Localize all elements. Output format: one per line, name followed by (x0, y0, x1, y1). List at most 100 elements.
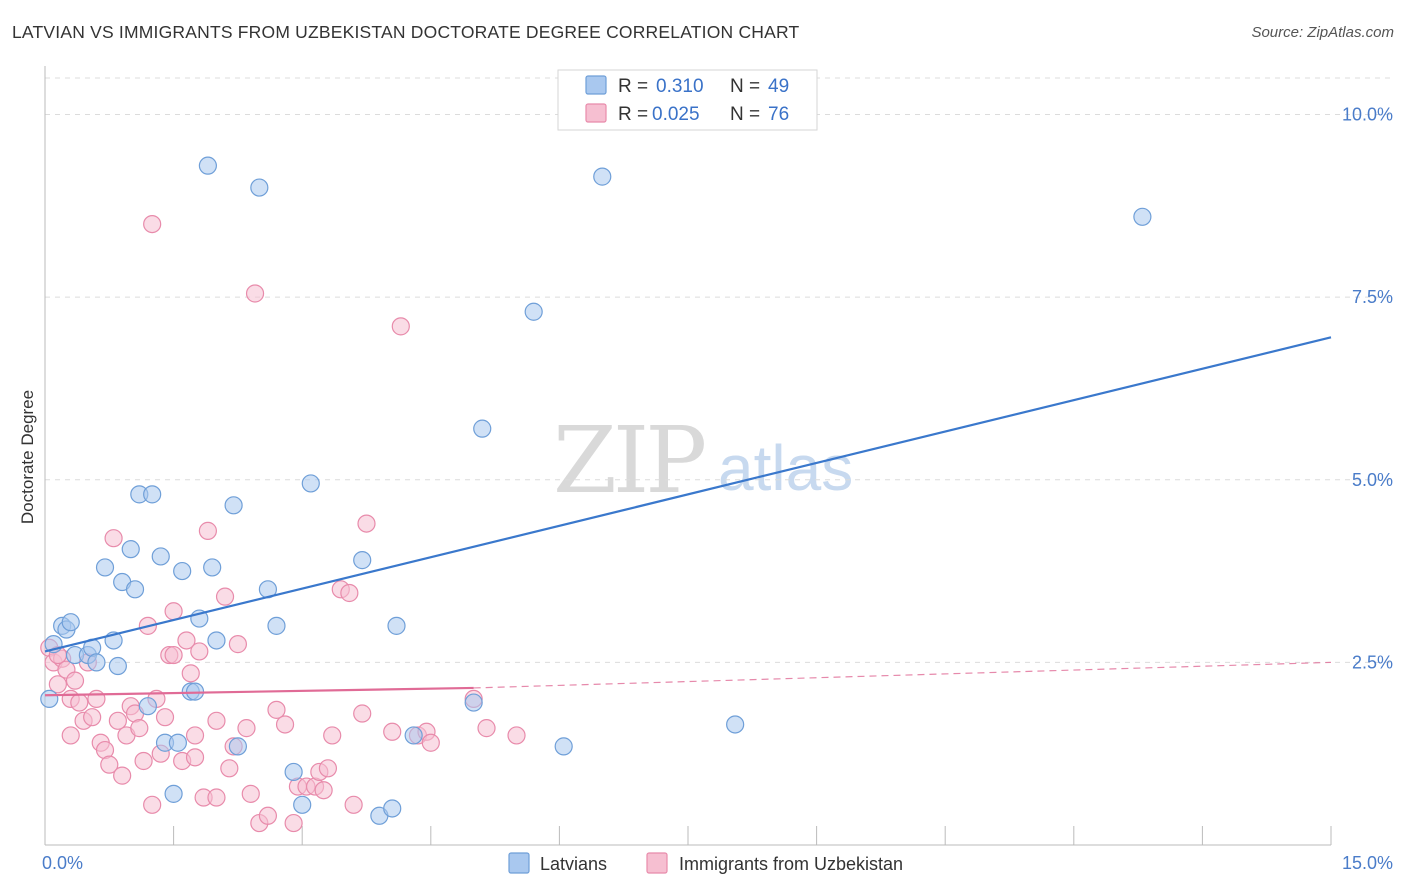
uzbekistan-point (198, 521, 217, 540)
latvian-point (524, 302, 543, 321)
uzbekistan-point (164, 602, 183, 621)
uzbekistan-trend-line (44, 686, 474, 697)
latvian-point (108, 656, 127, 676)
source-credit: Source: ZipAtlas.com (1251, 24, 1394, 41)
latvian-point (593, 167, 612, 186)
uzbekistan-point (143, 795, 162, 814)
series-legend-swatch-uzbekistan (646, 852, 668, 874)
uzbekistan-point (477, 719, 496, 738)
uzbekistan-point (177, 631, 196, 650)
uzbekistan-point (267, 700, 286, 719)
uzbekistan-point (275, 715, 295, 734)
latvian-point (203, 558, 222, 577)
uzbekistan-point (207, 711, 226, 730)
uzbekistan-point (344, 795, 363, 814)
uzbekistan-point (113, 766, 132, 785)
latvian-point (554, 737, 573, 756)
latvian-point (173, 561, 192, 581)
latvian-point (228, 737, 247, 756)
uzbekistan-point (507, 726, 526, 745)
series-legend-swatch-latvians (508, 852, 530, 874)
gridlines (45, 77, 1392, 663)
latvian-point (198, 156, 217, 175)
series-legend-latvians: Latvians (540, 854, 607, 874)
uzbekistan-point (185, 748, 205, 767)
uzbekistan-point (314, 781, 333, 800)
uzbekistan-point (357, 514, 376, 533)
watermark-atlas: atlas (718, 432, 853, 504)
series-legend-uzbekistan: Immigrants from Uzbekistan (679, 854, 903, 874)
uzbekistan-point (108, 711, 127, 730)
axes (44, 66, 1332, 846)
latvian-point (207, 631, 226, 650)
legend-n-label-2: N = (730, 104, 760, 125)
x-tick-label-min: 0.0% (42, 853, 83, 873)
latvian-point (95, 558, 115, 577)
uzbekistan-point (48, 675, 67, 694)
latvian-point (473, 419, 492, 438)
uzbekistan-point (323, 726, 342, 745)
series-legend: Latvians Immigrants from Uzbekistan (508, 852, 903, 874)
x-tick-label-max: 15.0% (1342, 853, 1393, 873)
latvian-point (151, 547, 170, 566)
legend-n-label-1: N = (730, 76, 760, 97)
legend-r-value-1: 0.310 (656, 76, 704, 97)
uzbekistan-point (353, 704, 372, 723)
latvian-point (125, 580, 145, 599)
legend-r-label-1: R = (618, 76, 648, 97)
latvian-point (168, 733, 187, 752)
uzbekistan-point (340, 583, 359, 603)
uzbekistan-point (215, 587, 235, 606)
legend-swatch-uzbekistan (585, 103, 607, 123)
uzbekistan-point (61, 726, 80, 745)
uzbekistan-point (207, 788, 226, 807)
latvian-point (121, 540, 140, 559)
uzbekistan-point (190, 642, 209, 661)
latvian-point (383, 799, 402, 818)
uzbekistan-point (134, 751, 153, 771)
uzbekistan-point (237, 719, 256, 738)
uzbekistan-point (284, 813, 303, 833)
uzbekistan-point (164, 645, 183, 665)
chart-title: LATVIAN VS IMMIGRANTS FROM UZBEKISTAN DO… (12, 22, 800, 42)
latvian-point (353, 551, 372, 570)
latvian-points (40, 156, 1152, 825)
latvian-point (143, 485, 162, 504)
uzbekistan-point (258, 806, 278, 825)
latvian-point (293, 795, 312, 814)
latvian-point (1133, 207, 1152, 226)
uzbekistan-point (318, 759, 338, 778)
uzbekistan-point (130, 719, 149, 738)
latvian-point (284, 762, 303, 782)
stats-legend: R = 0.310 N = 49 R = 0.025 N = 76 (557, 69, 818, 131)
y-tick-label: 2.5% (1352, 652, 1393, 672)
latvian-point (387, 616, 406, 635)
latvian-point (138, 697, 157, 716)
uzbekistan-point (241, 784, 260, 803)
uzbekistan-point (181, 664, 200, 683)
latvian-point (61, 613, 80, 632)
uzbekistan-point (220, 759, 239, 778)
latvian-point (267, 616, 286, 635)
uzbekistan-point (228, 635, 247, 654)
uzbekistan-point (65, 671, 85, 690)
latvian-point (224, 496, 243, 515)
y-tick-labels: 2.5% 5.0% 7.5% 10.0% (1342, 105, 1393, 673)
uzbekistan-trend-extension (473, 661, 1332, 689)
legend-n-value-2: 76 (768, 104, 789, 125)
latvian-point (301, 474, 320, 493)
y-tick-label: 7.5% (1352, 287, 1393, 307)
latvian-point (404, 726, 423, 745)
uzbekistan-point (155, 708, 175, 727)
uzbekistan-point (391, 317, 410, 336)
y-axis-label: Doctorate Degree (18, 390, 37, 524)
legend-r-value-2: 0.025 (652, 104, 700, 125)
uzbekistan-point (70, 693, 89, 712)
uzbekistan-point (421, 733, 440, 752)
latvian-point (87, 653, 106, 672)
uzbekistan-point (104, 529, 123, 548)
x-tick-labels: 0.0% 15.0% (42, 853, 1393, 873)
uzbekistan-point (83, 708, 102, 727)
latvian-point (726, 715, 745, 734)
legend-swatch-latvians (585, 75, 607, 95)
